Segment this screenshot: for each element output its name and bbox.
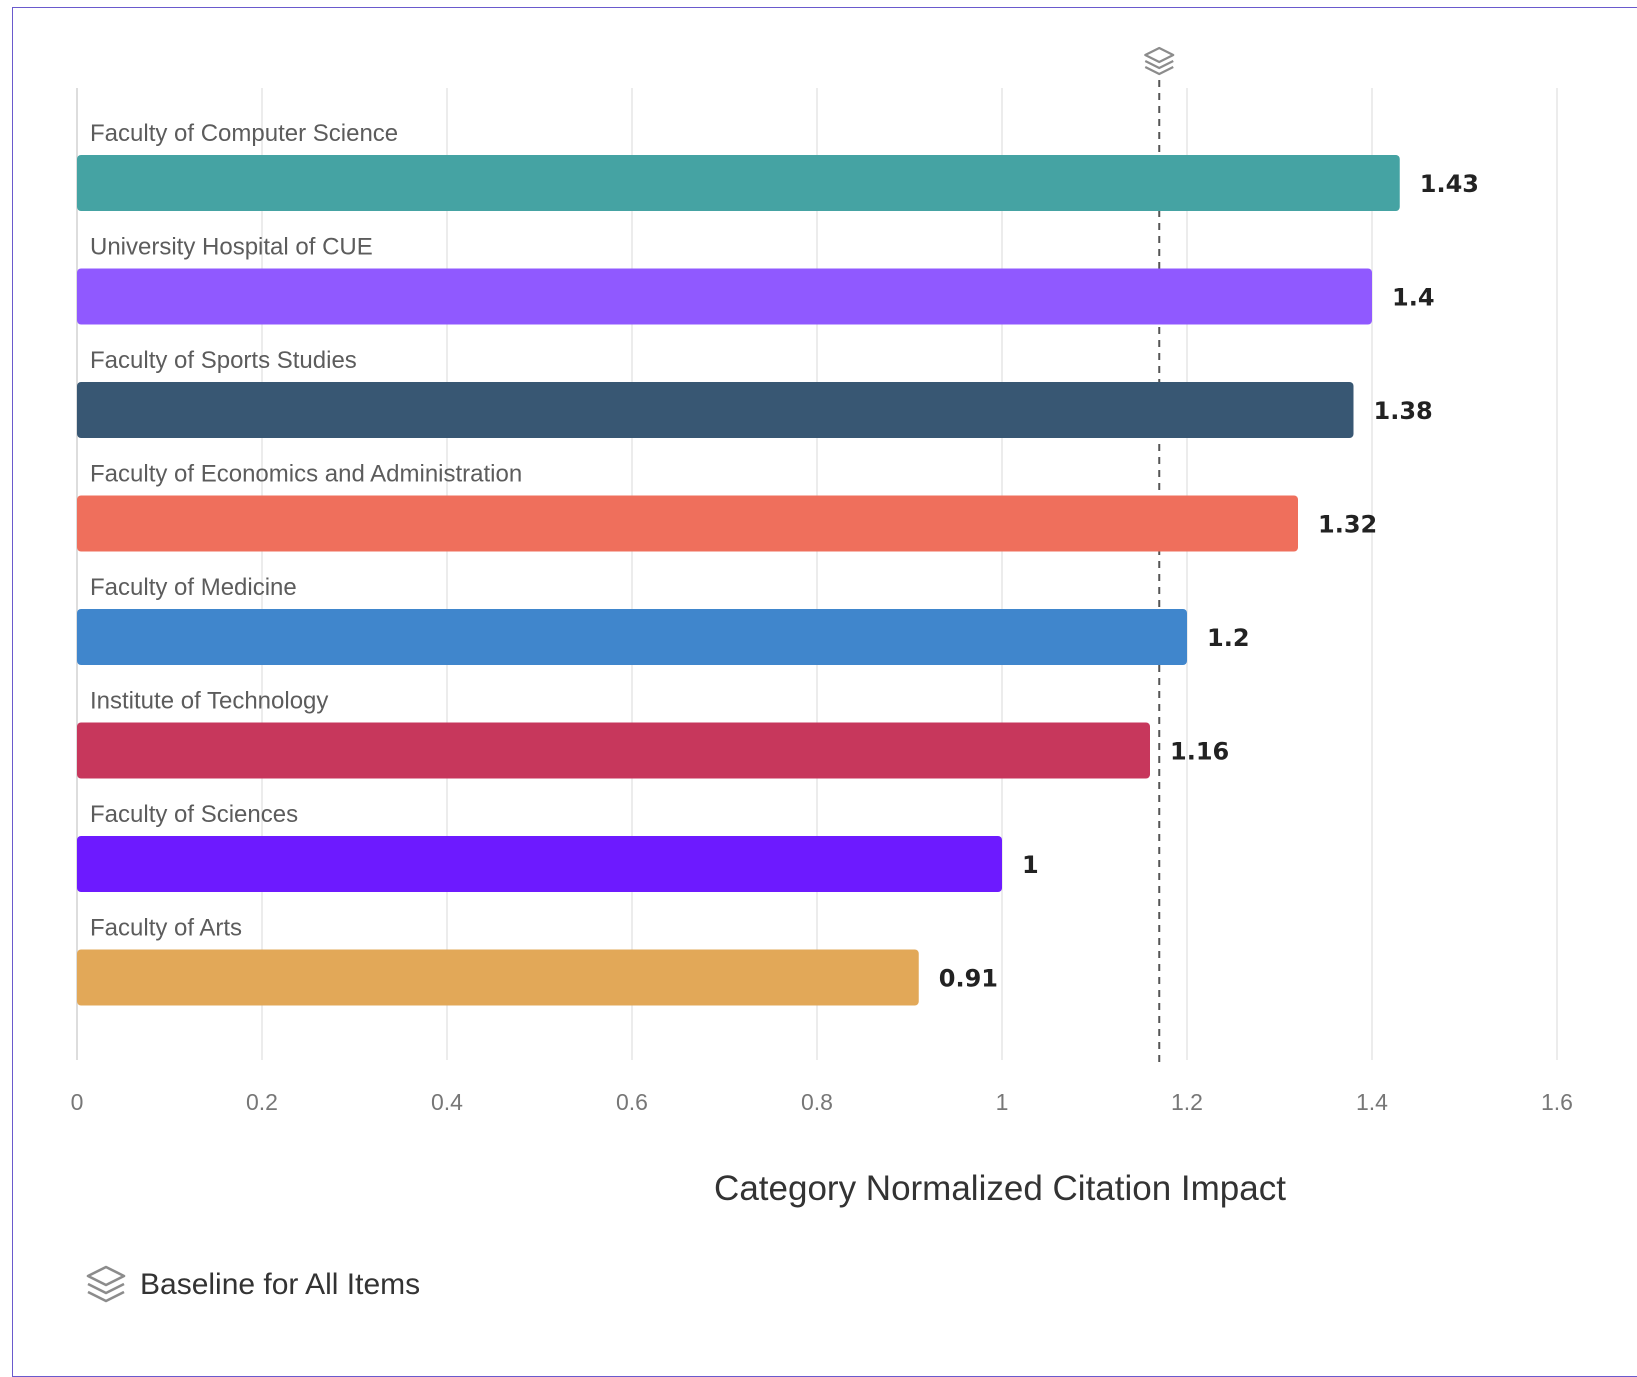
x-axis-title: Category Normalized Citation Impact bbox=[714, 1169, 1286, 1208]
x-tick-label: 0 bbox=[71, 1089, 84, 1115]
category-label: Faculty of Sports Studies bbox=[90, 347, 357, 374]
x-tick-label: 0.6 bbox=[616, 1089, 648, 1115]
category-label: Faculty of Arts bbox=[90, 915, 242, 942]
value-label: 1.43 bbox=[1420, 170, 1479, 198]
bar[interactable] bbox=[77, 382, 1354, 438]
bar[interactable] bbox=[77, 495, 1298, 552]
bar[interactable] bbox=[77, 949, 919, 1006]
value-label: 1.38 bbox=[1374, 397, 1433, 425]
value-label: 0.91 bbox=[939, 965, 998, 993]
bar[interactable] bbox=[77, 155, 1400, 211]
x-tick-label: 1.2 bbox=[1171, 1089, 1203, 1115]
x-tick-label: 0.2 bbox=[246, 1089, 278, 1115]
category-label: Institute of Technology bbox=[90, 688, 328, 715]
category-label: Faculty of Medicine bbox=[90, 574, 297, 601]
value-label: 1.4 bbox=[1392, 284, 1435, 312]
value-label: 1.32 bbox=[1318, 511, 1377, 539]
bar[interactable] bbox=[77, 722, 1150, 779]
legend-label: Baseline for All Items bbox=[140, 1268, 421, 1301]
bars: Faculty of Computer Science 1.43 Universit… bbox=[77, 120, 1479, 1006]
bar[interactable] bbox=[77, 609, 1187, 665]
baseline-legend[interactable]: Baseline for All Items bbox=[84, 1262, 420, 1308]
x-tick-label: 1.4 bbox=[1356, 1089, 1388, 1115]
category-label: Faculty of Economics and Administration bbox=[90, 461, 522, 488]
baseline-marker bbox=[1144, 46, 1175, 1068]
x-tick-label: 0.4 bbox=[431, 1089, 463, 1115]
bar[interactable] bbox=[77, 268, 1372, 325]
x-tick-label: 0.8 bbox=[801, 1089, 833, 1115]
category-label: Faculty of Sciences bbox=[90, 801, 298, 828]
layers-icon bbox=[86, 1265, 126, 1303]
gridlines bbox=[76, 88, 1558, 1060]
value-label: 1 bbox=[1022, 851, 1039, 879]
value-label: 1.16 bbox=[1170, 738, 1229, 766]
category-label: Faculty of Computer Science bbox=[90, 120, 398, 147]
layers-icon bbox=[1144, 46, 1175, 76]
x-tick-label: 1 bbox=[996, 1089, 1009, 1115]
value-label: 1.2 bbox=[1207, 624, 1250, 652]
x-axis-ticks: 0 0.2 0.4 0.6 0.8 1 1.2 1.4 1.6 bbox=[71, 1089, 1573, 1115]
category-label: University Hospital of CUE bbox=[90, 234, 373, 261]
bar[interactable] bbox=[77, 836, 1002, 892]
x-tick-label: 1.6 bbox=[1541, 1089, 1573, 1115]
